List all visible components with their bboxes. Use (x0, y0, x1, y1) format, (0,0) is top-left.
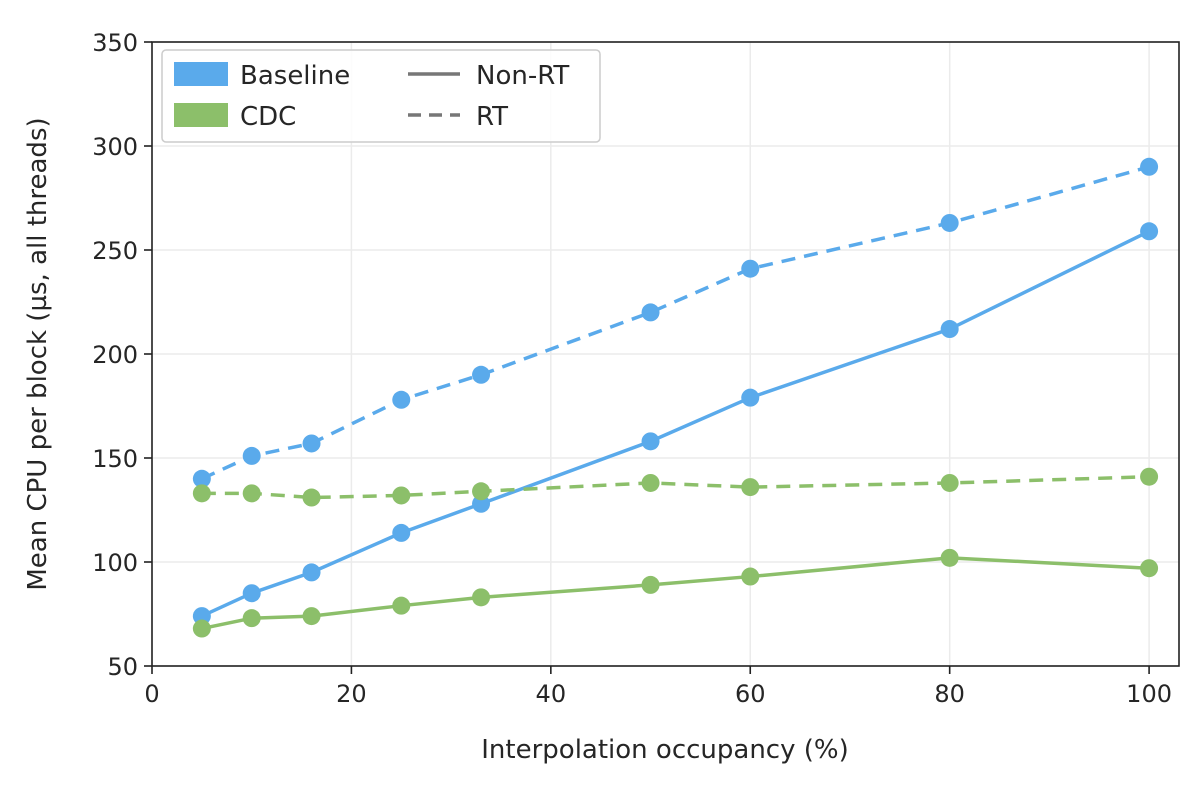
data-point-cdc-non-rt-6 (741, 567, 760, 586)
data-point-baseline-rt-3 (392, 390, 411, 409)
data-point-cdc-rt-1 (242, 484, 261, 503)
series-cdc-non-rt (192, 548, 1159, 638)
legend-label-baseline: Baseline (240, 61, 350, 91)
data-point-cdc-non-rt-8 (1140, 559, 1159, 578)
x-tick-label-100: 100 (1126, 680, 1172, 708)
x-tick-label-60: 60 (735, 680, 766, 708)
data-point-cdc-non-rt-3 (392, 596, 411, 615)
legend-box (161, 49, 601, 143)
y-tick-label-150: 150 (92, 445, 138, 473)
y-tick-label-300: 300 (92, 133, 138, 161)
data-point-baseline-non-rt-2 (302, 563, 321, 582)
data-point-baseline-rt-4 (472, 365, 491, 384)
data-point-baseline-rt-2 (302, 434, 321, 453)
data-point-baseline-rt-5 (641, 303, 660, 322)
x-tick-label-20: 20 (336, 680, 367, 708)
data-point-baseline-rt-1 (242, 446, 261, 465)
y-tick-label-250: 250 (92, 237, 138, 265)
data-point-cdc-non-rt-5 (641, 575, 660, 594)
data-point-cdc-rt-2 (302, 488, 321, 507)
data-point-cdc-rt-8 (1140, 467, 1159, 486)
legend-label-cdc: CDC (240, 102, 296, 132)
x-axis-label: Interpolation occupancy (%) (481, 735, 849, 765)
series-line-cdc-non-rt (201, 556, 1150, 631)
data-point-baseline-non-rt-7 (940, 320, 959, 339)
legend-swatch-baseline (174, 62, 228, 86)
data-point-cdc-rt-3 (392, 486, 411, 505)
legend-label-rt: RT (476, 102, 508, 132)
legend: Baseline CDC Non-RT RT (161, 49, 601, 143)
plot-series (192, 157, 1159, 638)
data-point-cdc-rt-0 (192, 484, 211, 503)
series-line-baseline-non-rt (201, 229, 1150, 618)
data-point-cdc-non-rt-7 (940, 548, 959, 567)
y-tick-label-50: 50 (107, 653, 138, 681)
legend-swatch-cdc (174, 103, 228, 127)
y-tick-label-350: 350 (92, 29, 138, 57)
data-point-baseline-rt-0 (192, 469, 211, 488)
y-axis-label: Mean CPU per block (µs, all threads) (23, 117, 53, 590)
axis-ticks: 0 20 40 60 80 100 50 100 150 200 250 300 350 (92, 29, 1172, 708)
data-point-cdc-non-rt-2 (302, 607, 321, 626)
data-point-baseline-non-rt-4 (472, 494, 491, 513)
series-line-cdc-rt (201, 474, 1150, 500)
data-point-baseline-rt-8 (1140, 157, 1159, 176)
x-tick-label-40: 40 (536, 680, 567, 708)
data-point-baseline-non-rt-8 (1140, 222, 1159, 241)
data-point-baseline-non-rt-3 (392, 523, 411, 542)
data-point-baseline-rt-7 (940, 213, 959, 232)
y-tick-label-200: 200 (92, 341, 138, 369)
data-point-baseline-non-rt-1 (242, 584, 261, 603)
legend-label-non-rt: Non-RT (476, 61, 569, 91)
data-point-cdc-rt-4 (472, 482, 491, 501)
x-tick-label-0: 0 (144, 680, 159, 708)
data-point-baseline-rt-6 (741, 259, 760, 278)
series-baseline-non-rt (192, 222, 1159, 626)
data-point-cdc-rt-7 (940, 473, 959, 492)
y-tick-label-100: 100 (92, 549, 138, 577)
series-baseline-rt (192, 157, 1159, 488)
data-point-cdc-rt-5 (641, 473, 660, 492)
series-cdc-rt (192, 467, 1159, 507)
x-tick-label-80: 80 (934, 680, 965, 708)
data-point-cdc-non-rt-1 (242, 609, 261, 628)
data-point-cdc-non-rt-4 (472, 588, 491, 607)
data-point-baseline-non-rt-6 (741, 388, 760, 407)
data-point-cdc-non-rt-0 (192, 619, 211, 638)
data-point-baseline-non-rt-5 (641, 432, 660, 451)
data-point-baseline-non-rt-0 (192, 607, 211, 626)
data-point-cdc-rt-6 (741, 478, 760, 497)
